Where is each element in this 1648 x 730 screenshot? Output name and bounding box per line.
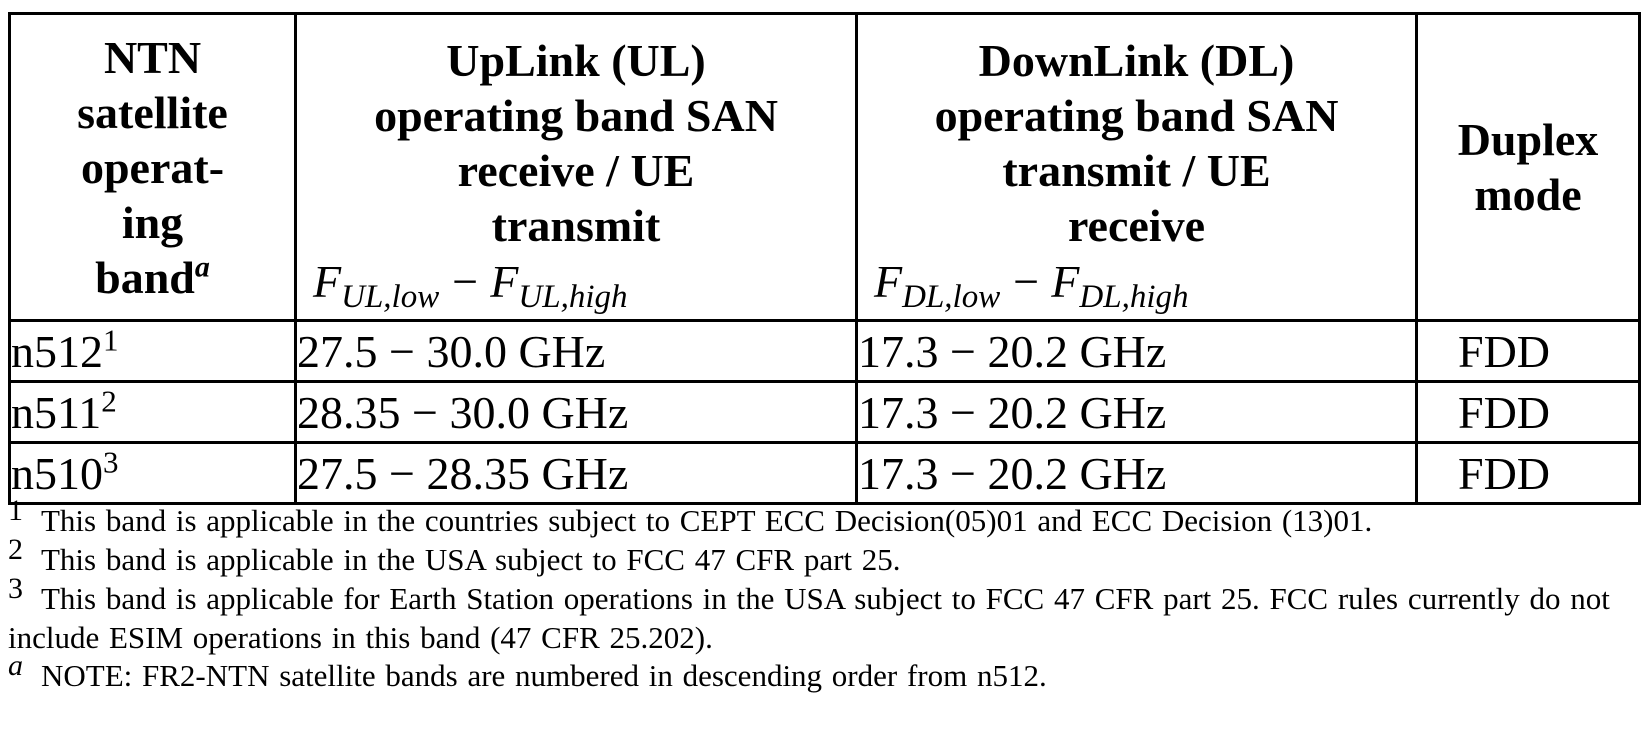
header-line: banda — [11, 250, 294, 305]
band-cell: n5121 — [8, 319, 297, 383]
formula-var: F — [1051, 256, 1080, 307]
footnote-text: This band is applicable for Earth Statio… — [8, 581, 1610, 655]
duplex-mode-cell: FDD — [1415, 380, 1641, 444]
header-line: NTN — [103, 31, 202, 83]
formula-subscript: UL,low — [341, 279, 440, 316]
formula-subscript: UL,high — [518, 279, 628, 316]
footnote-text: This band is applicable in the countries… — [41, 503, 1373, 538]
header-line: transmit / UE — [1002, 145, 1271, 196]
uplink-range-cell: 27.5 − 30.0 GHz — [294, 319, 858, 383]
table-row-n510: n5103 27.5 − 28.35 GHz 17.3 − 20.2 GHz F… — [8, 441, 1641, 505]
footnote-marker: 2 — [8, 533, 23, 566]
duplex-header-text: Duplex mode — [1418, 112, 1638, 222]
footnote-1: 1 This band is applicable in the countrie… — [8, 494, 1642, 541]
header-band-column: NTN satellite operat- ing banda — [8, 12, 297, 322]
footnote-a: a NOTE: FR2-NTN satellite bands are numbe… — [8, 649, 1642, 696]
header-line: operating band SAN — [374, 90, 778, 141]
footnote-text: This band is applicable in the USA subje… — [41, 542, 901, 577]
uplink-range-cell: 28.35 − 30.0 GHz — [294, 380, 858, 444]
header-uplink-column: UpLink (UL) operating band SAN receive /… — [294, 12, 858, 322]
footnote-3: 3 This band is applicable for Earth Stati… — [8, 572, 1642, 657]
uplink-header-text: UpLink (UL) operating band SAN receive /… — [297, 15, 855, 253]
band-footnote-mark: 2 — [101, 383, 117, 419]
footnote-marker: a — [8, 649, 23, 682]
downlink-range-cell: 17.3 − 20.2 GHz — [855, 380, 1418, 444]
formula-var: F — [490, 256, 519, 307]
header-line: receive / UE — [457, 145, 695, 196]
formula-subscript: DL,high — [1079, 279, 1189, 316]
band-footnote-mark: 1 — [103, 322, 119, 358]
header-row: NTN satellite operat- ing banda UpLink (… — [8, 12, 1641, 322]
downlink-header-text: DownLink (DL) operating band SAN transmi… — [858, 15, 1415, 253]
footnote-marker: 1 — [8, 494, 23, 527]
footnote-mark-a: a — [194, 250, 210, 284]
header-duplex-column: Duplex mode — [1415, 12, 1641, 322]
ntn-satellite-band-table: NTN satellite operat- ing banda UpLink (… — [8, 12, 1641, 505]
header-line: satellite — [77, 86, 228, 138]
table-row-n511: n5112 28.35 − 30.0 GHz 17.3 − 20.2 GHz F… — [8, 380, 1641, 444]
formula-minus: − — [1010, 256, 1042, 307]
table-row-n512: n5121 27.5 − 30.0 GHz 17.3 − 20.2 GHz FD… — [8, 319, 1641, 383]
band-name: n511 — [11, 386, 102, 438]
band-footnote-mark: 3 — [103, 444, 119, 480]
band-name: n512 — [11, 325, 103, 377]
header-downlink-column: DownLink (DL) operating band SAN transmi… — [855, 12, 1418, 322]
downlink-range-cell: 17.3 − 20.2 GHz — [855, 319, 1418, 383]
formula-minus: − — [449, 256, 481, 307]
downlink-range-cell: 17.3 − 20.2 GHz — [855, 441, 1418, 505]
uplink-frequency-formula: FUL,low − FUL,high — [297, 253, 855, 319]
header-line: ing — [121, 196, 184, 248]
footnote-marker: 3 — [8, 572, 23, 605]
header-line: transmit — [491, 200, 661, 251]
band-cell: n5112 — [8, 380, 297, 444]
table-footnotes: 1 This band is applicable in the countrie… — [8, 494, 1642, 696]
header-band-word: band — [95, 251, 195, 303]
band-header-text: NTN satellite operat- ing banda — [11, 30, 294, 305]
duplex-mode-cell: FDD — [1415, 319, 1641, 383]
header-line: Duplex — [1457, 114, 1599, 165]
header-line: DownLink (DL) — [978, 35, 1295, 86]
formula-var: F — [313, 256, 342, 307]
band-name: n510 — [11, 447, 103, 499]
header-line: operat- — [80, 141, 225, 193]
header-line: operating band SAN — [934, 90, 1339, 141]
formula-var: F — [874, 256, 903, 307]
header-line: receive — [1067, 200, 1206, 251]
header-line: UpLink (UL) — [446, 35, 706, 86]
band-cell: n5103 — [8, 441, 297, 505]
footnote-2: 2 This band is applicable in the USA subj… — [8, 533, 1642, 580]
header-line: mode — [1474, 169, 1582, 220]
duplex-mode-cell: FDD — [1415, 441, 1641, 505]
formula-subscript: DL,low — [902, 279, 1001, 316]
footnote-text: NOTE: FR2-NTN satellite bands are number… — [41, 658, 1047, 693]
uplink-range-cell: 27.5 − 28.35 GHz — [294, 441, 858, 505]
downlink-frequency-formula: FDL,low − FDL,high — [858, 253, 1415, 319]
